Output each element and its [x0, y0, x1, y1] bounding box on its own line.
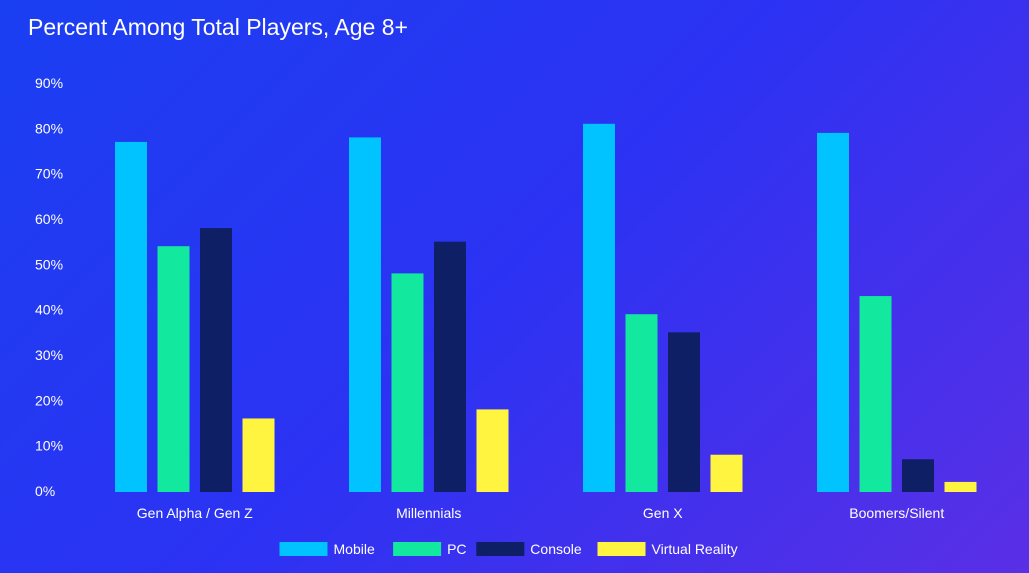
bar: [859, 296, 892, 492]
y-tick-label: 10%: [35, 438, 63, 454]
y-axis: 0% 10% 20% 30% 40% 50% 60% 70% 80% 90%: [35, 75, 63, 499]
y-tick-label: 40%: [35, 302, 63, 318]
bar: [668, 332, 700, 492]
bar: [710, 454, 743, 492]
bar: [583, 123, 615, 493]
legend-swatch: [279, 542, 328, 556]
bar: [817, 132, 849, 492]
bar: [391, 273, 424, 492]
bar: [625, 314, 658, 492]
y-tick-label: 20%: [35, 392, 63, 408]
y-tick-label: 30%: [35, 347, 63, 363]
chart-title: Percent Among Total Players, Age 8+: [28, 14, 408, 40]
x-axis: Gen Alpha / Gen Z Millennials Gen X Boomers…: [137, 505, 945, 521]
legend-label: PC: [447, 541, 466, 557]
bar: [200, 228, 232, 493]
bar: [902, 459, 934, 492]
legend-label: Virtual Reality: [652, 541, 738, 557]
bar: [157, 246, 190, 492]
legend-swatch: [476, 542, 525, 556]
y-tick-label: 70%: [35, 166, 63, 182]
y-tick-label: 0%: [35, 483, 55, 499]
x-category-label: Millennials: [396, 505, 461, 521]
legend-label: Mobile: [334, 541, 375, 557]
bar: [476, 409, 509, 492]
y-tick-label: 50%: [35, 256, 63, 272]
x-category-label: Gen Alpha / Gen Z: [137, 505, 253, 521]
legend-label: Console: [530, 541, 582, 557]
y-tick-label: 90%: [35, 75, 63, 91]
bar: [434, 241, 466, 492]
bar: [115, 141, 147, 492]
x-category-label: Gen X: [643, 505, 683, 521]
legend: Mobile PC Console Virtual Reality: [279, 541, 738, 557]
x-category-label: Boomers/Silent: [849, 505, 944, 521]
legend-swatch: [393, 542, 442, 556]
bars: [115, 123, 977, 493]
legend-swatch: [597, 542, 646, 556]
bar: [944, 481, 977, 492]
y-tick-label: 80%: [35, 120, 63, 136]
y-tick-label: 60%: [35, 211, 63, 227]
bar: [242, 418, 275, 492]
bar: [349, 137, 381, 492]
